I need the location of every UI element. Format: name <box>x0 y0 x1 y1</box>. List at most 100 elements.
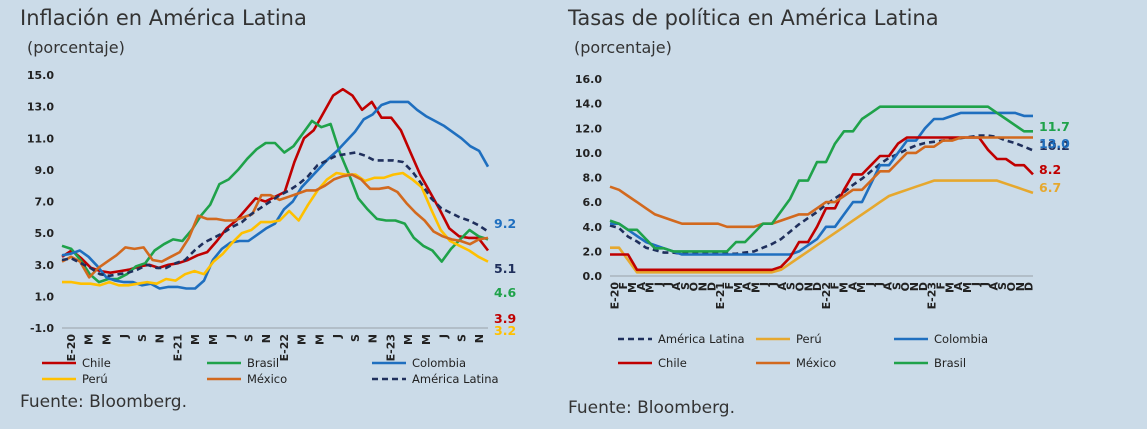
series-line-america-latina <box>609 134 1034 256</box>
x-tick-label: E-21 <box>171 334 184 361</box>
x-tick-label: O <box>899 282 912 291</box>
end-value-label-brasil: 11.7 <box>1039 119 1070 134</box>
x-tick-label: S <box>136 334 149 342</box>
x-tick-label: A <box>952 282 965 291</box>
inflation-panel: Inflación en América Latina (porcentaje)… <box>0 0 560 429</box>
x-tick-label: N <box>802 282 815 291</box>
end-value-label-brasil: 4.6 <box>494 285 516 300</box>
end-value-label-america-latina: 10.2 <box>1039 138 1070 153</box>
x-tick-label: M <box>100 334 113 345</box>
chart-source: Fuente: Bloomberg. <box>20 392 187 412</box>
legend-label-brasil: Brasil <box>247 356 279 370</box>
x-tick-label: A <box>987 282 1000 291</box>
x-tick-label: A <box>882 282 895 291</box>
x-tick-label: J <box>758 282 771 287</box>
legend-label-peru: Perú <box>796 332 822 346</box>
x-tick-label: M <box>296 334 309 345</box>
x-tick-label: N <box>473 334 486 343</box>
y-tick-label: 12.0 <box>575 122 602 135</box>
series-line-mexico <box>609 136 1033 229</box>
x-tick-label: J <box>767 282 780 287</box>
x-tick-label: O <box>1005 282 1018 291</box>
x-tick-label: M <box>207 334 220 345</box>
series-line-peru <box>610 179 1034 274</box>
x-tick-label: D <box>1023 282 1036 291</box>
legend-label-colombia: Colombia <box>934 332 988 346</box>
x-tick-label: M <box>838 282 851 293</box>
y-tick-label: 2.0 <box>583 245 603 258</box>
series-line-colombia <box>610 111 1033 256</box>
x-tick-label: N <box>697 282 710 291</box>
legend-label-brasil: Brasil <box>934 356 966 370</box>
y-tick-label: 3.0 <box>35 259 55 272</box>
x-tick-label: J <box>225 334 238 339</box>
legend-label-chile: Chile <box>658 356 687 370</box>
x-tick-label: M <box>749 282 762 293</box>
x-tick-label: A <box>776 282 789 291</box>
y-tick-label: 5.0 <box>35 227 55 240</box>
x-tick-label: M <box>855 282 868 293</box>
end-value-label-colombia: 9.2 <box>494 216 516 231</box>
policy-rate-panel: Tasas de política en América Latina (por… <box>560 0 1147 429</box>
y-tick-label: 10.0 <box>575 147 602 160</box>
legend-label-chile: Chile <box>82 356 111 370</box>
x-tick-label: M <box>626 282 639 293</box>
end-value-label-colombia: 13.0 <box>1039 136 1070 151</box>
x-tick-label: N <box>908 282 921 291</box>
x-tick-label: M <box>420 334 433 345</box>
y-tick-label: 8.0 <box>583 172 603 185</box>
y-tick-label: 11.0 <box>27 132 54 145</box>
y-tick-label: 16.0 <box>575 73 602 86</box>
legend-label-mexico: México <box>247 372 287 386</box>
x-tick-label: S <box>785 282 798 290</box>
series-line-brasil <box>609 105 1033 253</box>
end-value-label-chile: 3.9 <box>494 311 516 326</box>
end-value-label-chile: 8.2 <box>1039 162 1061 177</box>
x-tick-label: D <box>705 282 718 291</box>
chart-title: Inflación en América Latina <box>20 6 307 30</box>
x-tick-label: D <box>811 282 824 291</box>
legend-label-peru: Perú <box>82 372 108 386</box>
x-tick-label: S <box>890 282 903 290</box>
y-tick-label: 4.0 <box>583 221 603 234</box>
x-tick-label: A <box>846 282 859 291</box>
y-tick-label: 13.0 <box>27 101 54 114</box>
x-tick-label: O <box>688 282 701 291</box>
x-tick-label: M <box>402 334 415 345</box>
x-tick-label: N <box>367 334 380 343</box>
x-tick-label: M <box>83 334 96 345</box>
x-tick-label: M <box>943 282 956 293</box>
y-tick-label: 15.0 <box>27 69 54 82</box>
chart-subtitle: (porcentaje) <box>27 38 125 57</box>
chart-title: Tasas de política en América Latina <box>568 6 939 30</box>
legend-label-america-latina: América Latina <box>412 372 499 386</box>
chart-subtitle: (porcentaje) <box>574 38 672 57</box>
x-tick-label: O <box>793 282 806 291</box>
x-tick-label: J <box>652 282 665 287</box>
x-tick-label: E-23 <box>384 334 397 361</box>
x-tick-label: N <box>154 334 167 343</box>
y-tick-label: 0.0 <box>583 270 603 283</box>
end-value-label-america-latina: 5.1 <box>494 261 516 276</box>
x-tick-label: J <box>873 282 886 287</box>
x-tick-label: S <box>242 334 255 342</box>
x-tick-label: S <box>996 282 1009 290</box>
x-tick-label: E-23 <box>926 282 939 309</box>
x-tick-label: J <box>864 282 877 287</box>
legend-label-colombia: Colombia <box>412 356 466 370</box>
x-tick-label: E-21 <box>714 282 727 309</box>
x-tick-label: J <box>970 282 983 287</box>
x-tick-label: J <box>118 334 131 339</box>
x-tick-label: A <box>670 282 683 291</box>
y-tick-label: 6.0 <box>583 196 603 209</box>
x-tick-label: J <box>331 334 344 339</box>
x-tick-label: M <box>961 282 974 293</box>
end-value-label-peru: 6.7 <box>1039 180 1061 195</box>
x-tick-label: F <box>723 282 736 290</box>
y-tick-label: 9.0 <box>35 164 55 177</box>
x-tick-label: N <box>260 334 273 343</box>
x-tick-label: M <box>732 282 745 293</box>
series-line-peru <box>62 171 489 287</box>
x-tick-label: J <box>661 282 674 287</box>
y-tick-label: 14.0 <box>575 98 602 111</box>
